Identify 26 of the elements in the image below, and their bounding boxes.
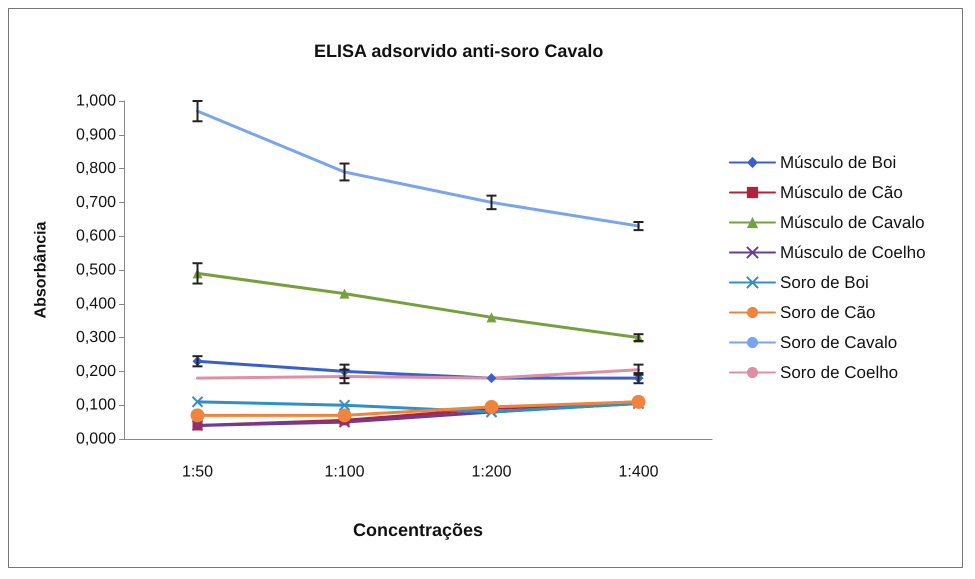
legend-label: Músculo de Cão bbox=[780, 183, 903, 202]
y-tick-label: 0,900 bbox=[76, 126, 116, 144]
y-tick-label: 1,000 bbox=[76, 92, 116, 110]
legend-label: Soro de Cavalo bbox=[780, 333, 898, 352]
y-tick-label: 0,200 bbox=[76, 362, 116, 380]
legend-label: Músculo de Coelho bbox=[780, 243, 926, 262]
y-tick-label: 0,300 bbox=[76, 329, 116, 346]
chart-title: ELISA adsorvido anti-soro Cavalo bbox=[314, 41, 604, 61]
x-axis-title: Concentrações bbox=[352, 520, 484, 540]
x-tick-label: 1:200 bbox=[471, 464, 512, 480]
x-tick-label: 1:50 bbox=[182, 464, 214, 480]
y-tick-label: 0,000 bbox=[76, 430, 116, 448]
y-tick-label: 0,700 bbox=[76, 194, 116, 211]
legend-label: Soro de Coelho bbox=[780, 363, 898, 382]
y-axis-title: Absorbância bbox=[32, 221, 50, 318]
x-tick-label: 1:100 bbox=[324, 464, 365, 480]
y-tick-label: 0,800 bbox=[76, 160, 116, 178]
legend-label: Músculo de Cavalo bbox=[780, 213, 925, 232]
y-tick-label: 0,600 bbox=[76, 228, 116, 245]
legend-label: Soro de Boi bbox=[780, 273, 869, 292]
legend-label: Soro de Cão bbox=[780, 303, 876, 322]
x-tick-label: 1:400 bbox=[618, 464, 659, 480]
y-tick-label: 0,400 bbox=[76, 295, 116, 312]
legend-label: Músculo de Boi bbox=[780, 153, 896, 172]
y-tick-label: 0,500 bbox=[76, 262, 116, 278]
y-tick-label: 0,100 bbox=[76, 396, 116, 414]
